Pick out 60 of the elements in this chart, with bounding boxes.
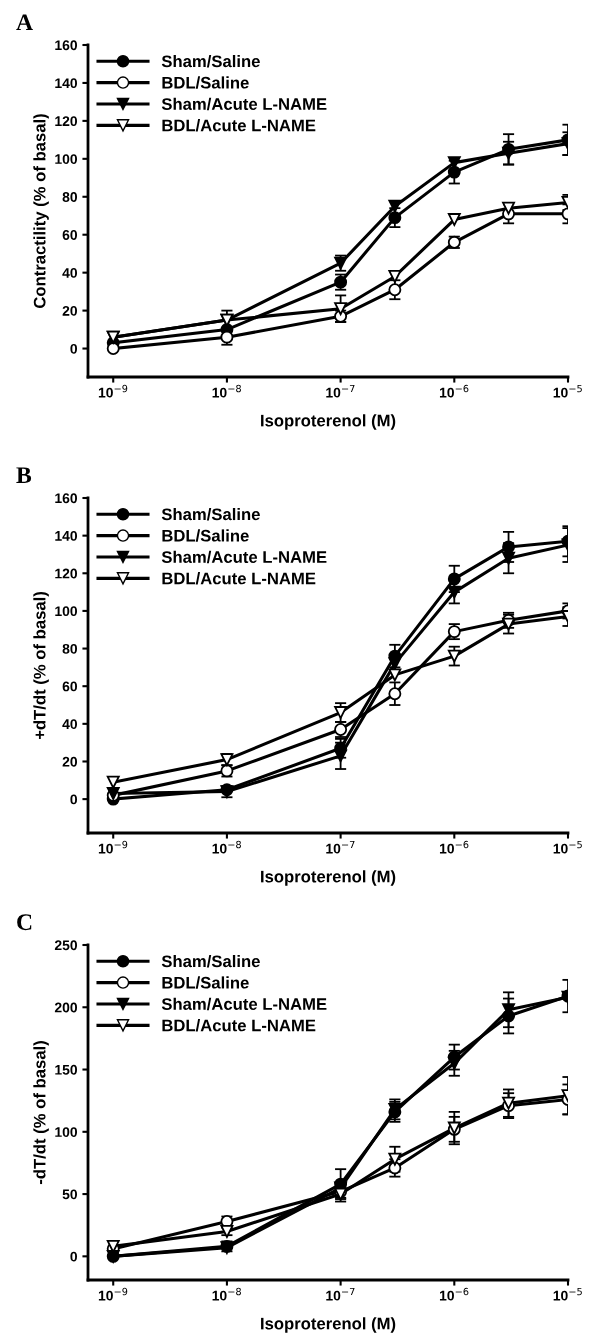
x-tick-label: 10$^{−8}$ — [212, 384, 241, 398]
y-tick-label: 60 — [62, 230, 78, 240]
legend-label: Sham/Saline — [161, 508, 260, 521]
x-tick-label: 10$^{−7}$ — [326, 384, 355, 398]
x-tick-label: 10$^{−8}$ — [212, 1287, 241, 1301]
y-tick-label: 120 — [55, 116, 78, 127]
y-tick-label: 80 — [62, 643, 78, 654]
legend-label: BDL/Saline — [162, 529, 249, 542]
y-axis-title: Contractility (% of basal) — [33, 114, 49, 309]
chart-title: B — [16, 467, 32, 483]
y-tick-label: 100 — [55, 154, 78, 164]
y-tick-label: 100 — [55, 1127, 78, 1137]
legend-label: BDL/Acute L-NAME — [162, 119, 316, 132]
y-tick-label: 0 — [70, 794, 78, 805]
y-tick-label: 200 — [54, 1002, 78, 1013]
y-tick-label: 160 — [55, 40, 78, 51]
x-tick-label: 10$^{−9}$ — [98, 384, 128, 398]
y-tick-label: 100 — [55, 606, 78, 617]
legend-label: BDL/Acute L-NAME — [162, 1019, 316, 1032]
legend-label: BDL/Acute L-NAME — [162, 572, 316, 585]
chart-title: A — [16, 14, 33, 31]
x-tick-label: 10$^{−6}$ — [439, 1287, 469, 1301]
y-tick-label: 140 — [55, 530, 78, 541]
y-axis-title: +dT/dt (% of basal) — [33, 592, 49, 740]
y-tick-label: 120 — [55, 568, 78, 579]
y-tick-label: 250 — [54, 940, 78, 951]
legend-label: Sham/Acute L-NAME — [161, 97, 327, 111]
chart-title: C — [17, 914, 32, 931]
x-tick-label: 10$^{−5}$ — [553, 840, 582, 854]
x-axis-title: Isoproterenol (M) — [261, 870, 396, 886]
legend-label: Sham/Saline — [161, 955, 260, 968]
x-tick-label: 10$^{−5}$ — [553, 1287, 582, 1301]
y-tick-label: 50 — [62, 1189, 78, 1200]
y-tick-label: 80 — [62, 192, 78, 202]
y-tick-label: 60 — [62, 681, 78, 692]
x-tick-label: 10$^{−6}$ — [439, 840, 469, 854]
y-tick-label: 20 — [62, 305, 78, 316]
y-tick-label: 20 — [62, 756, 78, 767]
legend-label: Sham/Acute L-NAME — [161, 997, 327, 1011]
legend-label: BDL/Saline — [162, 76, 249, 89]
y-tick-label: 160 — [55, 493, 78, 504]
y-tick-label: 40 — [62, 267, 78, 278]
x-tick-label: 10$^{−7}$ — [326, 1287, 355, 1301]
x-tick-label: 10$^{−5}$ — [553, 384, 582, 398]
y-tick-label: 40 — [62, 719, 78, 730]
y-axis-title: -dT/dt (% of basal) — [33, 1041, 49, 1185]
y-tick-label: 0 — [70, 1251, 78, 1262]
x-tick-label: 10$^{−6}$ — [439, 384, 469, 398]
x-tick-label: 10$^{−9}$ — [98, 840, 128, 854]
legend-label: Sham/Saline — [161, 55, 260, 68]
x-tick-label: 10$^{−7}$ — [326, 840, 355, 854]
legend-label: BDL/Saline — [162, 976, 249, 989]
x-tick-label: 10$^{−9}$ — [98, 1287, 128, 1301]
y-tick-label: 140 — [55, 78, 78, 89]
y-tick-label: 0 — [70, 343, 78, 354]
x-tick-label: 10$^{−8}$ — [212, 840, 241, 854]
x-axis-title: Isoproterenol (M) — [261, 1317, 396, 1333]
y-tick-label: 150 — [55, 1064, 78, 1075]
x-axis-title: Isoproterenol (M) — [261, 414, 396, 430]
legend-label: Sham/Acute L-NAME — [161, 550, 327, 564]
